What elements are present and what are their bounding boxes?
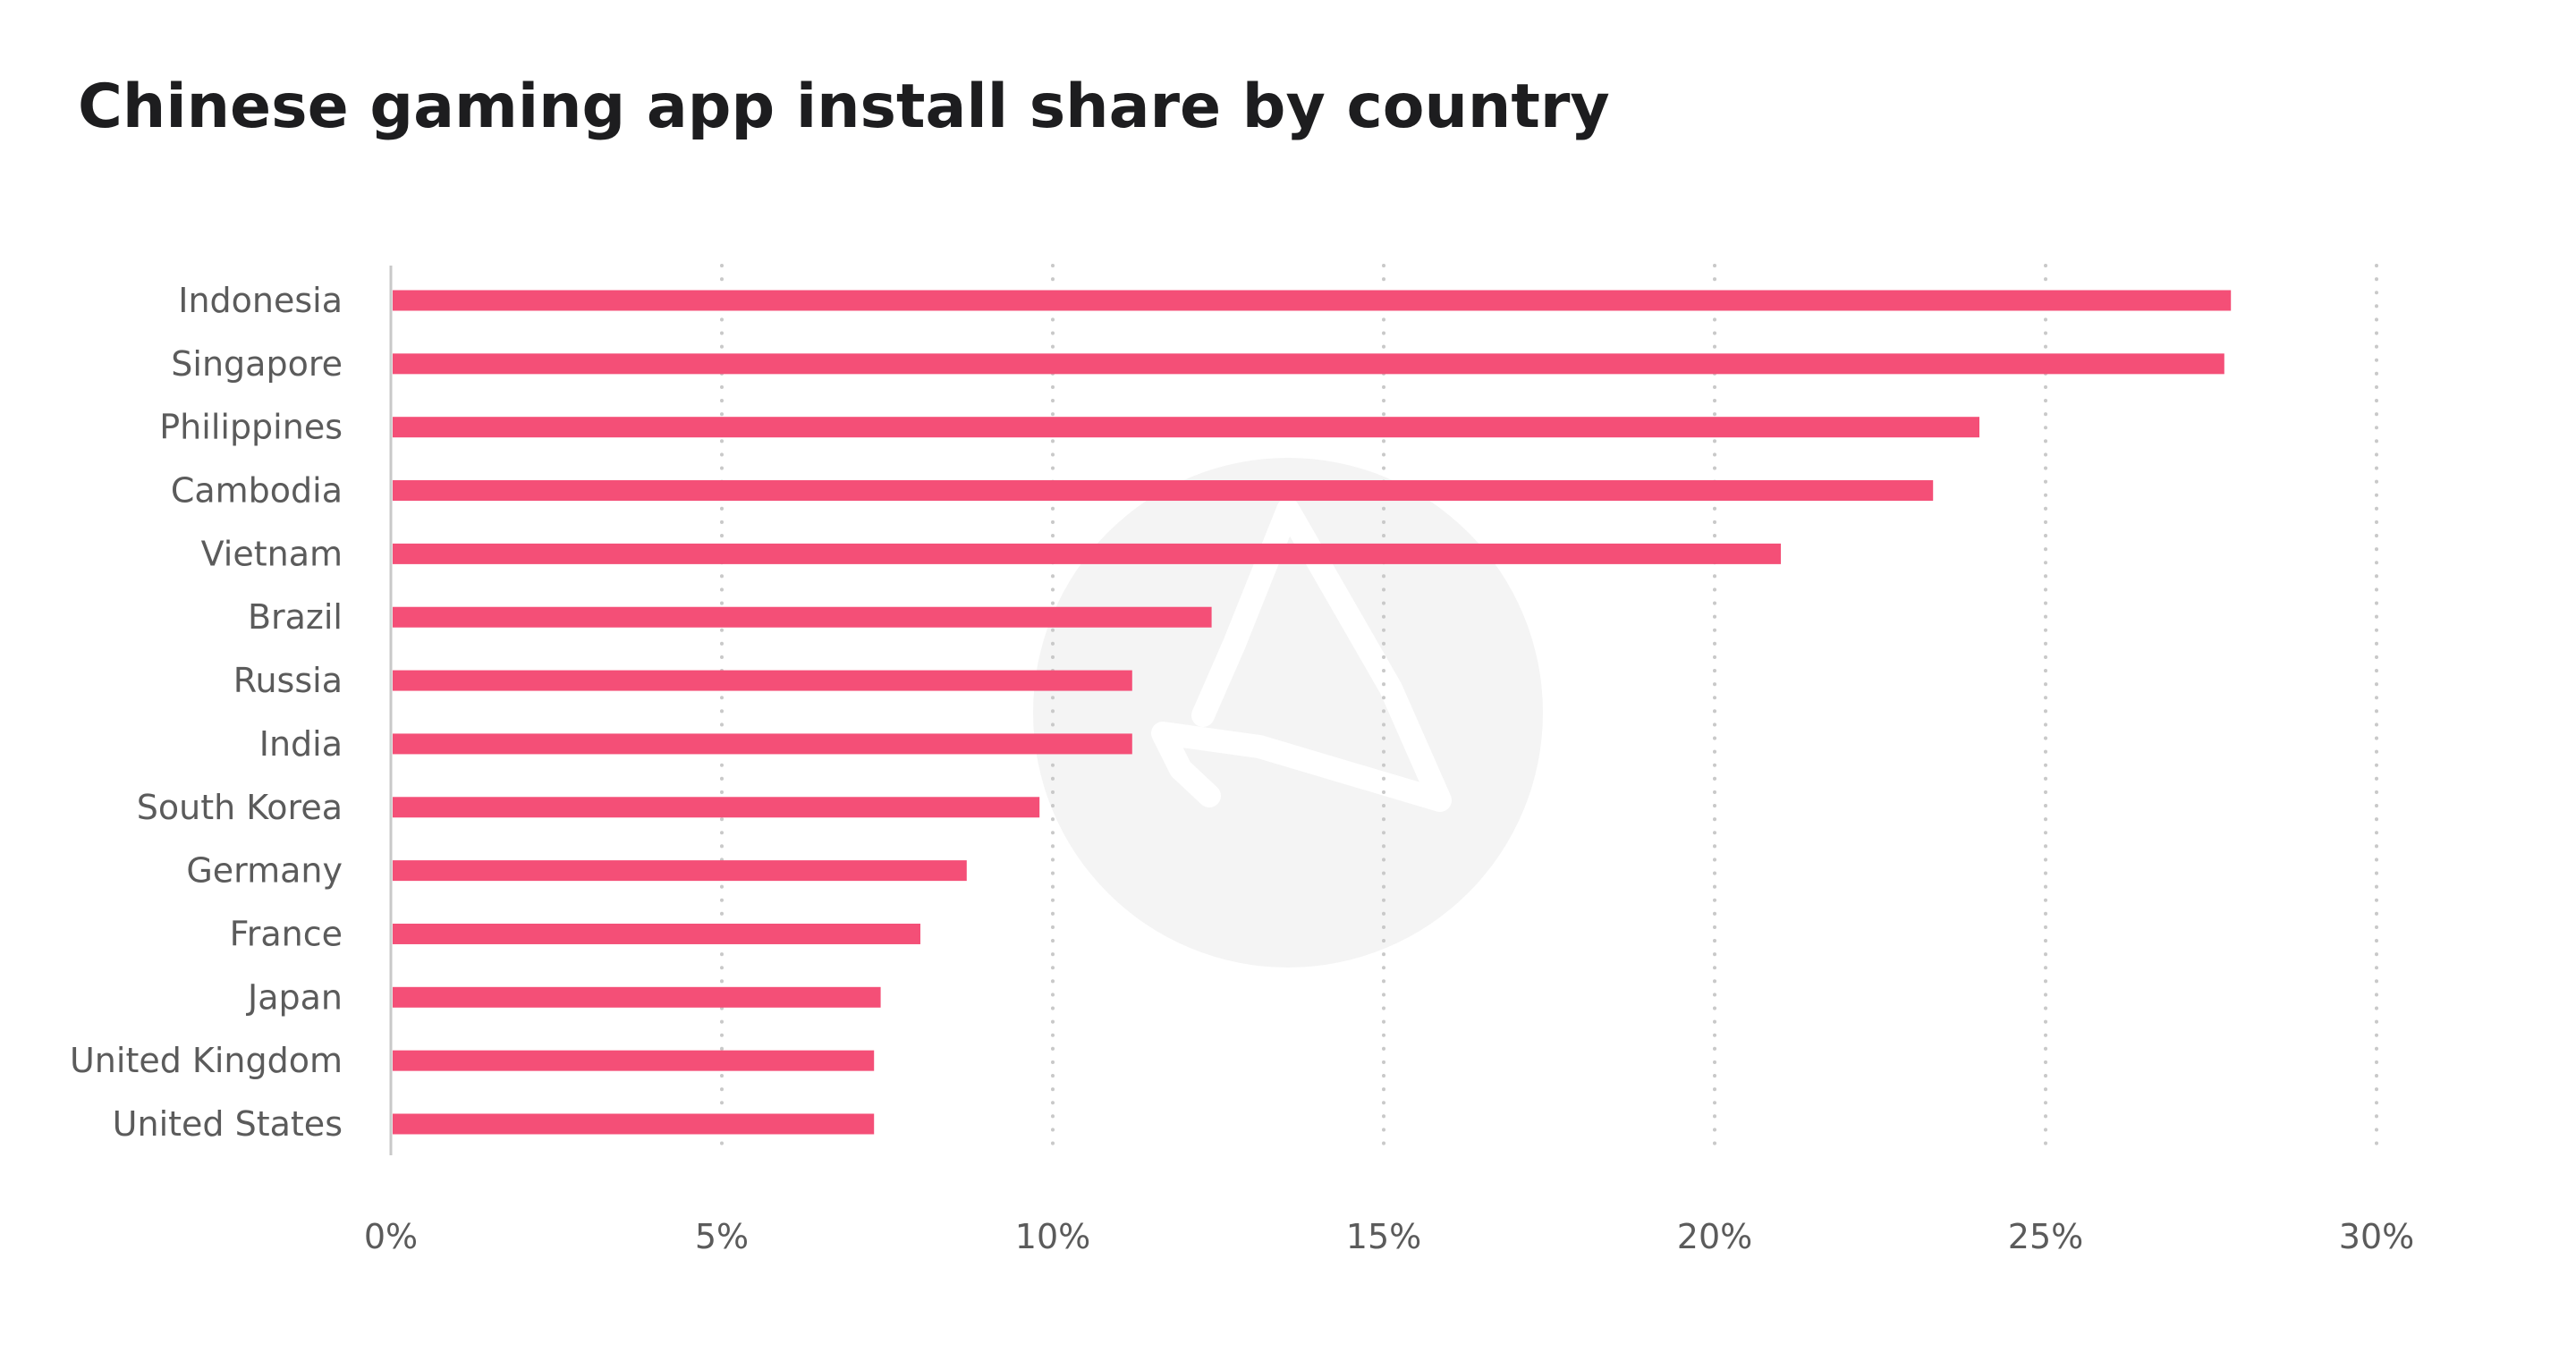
bar-france [393,923,920,944]
bar-germany [393,860,967,882]
x-tick-label: 30% [2339,1217,2414,1256]
category-label: Singapore [171,344,343,384]
bar-singapore [393,353,2224,375]
category-label: Germany [186,851,343,891]
category-label: United Kingdom [70,1041,343,1080]
x-tick-label: 20% [1677,1217,1752,1256]
category-label: Cambodia [171,471,343,511]
bar-vietnam [393,543,1781,564]
x-tick-labels: 0% 5% 10% 15% 20% 25% 30% [364,1217,2414,1256]
category-label: Japan [246,977,343,1017]
bar-russia [393,670,1132,691]
x-tick-label: 25% [2008,1217,2083,1256]
category-labels: Indonesia Singapore Philippines Cambodia Vie… [70,281,343,1144]
x-tick-label: 5% [695,1217,749,1256]
bar-philippines [393,417,1979,438]
category-label: Brazil [248,597,343,637]
x-tick-label: 10% [1015,1217,1090,1256]
category-label: United States [113,1104,343,1144]
appsflyer-logo-icon [1033,458,1543,968]
bar-south-korea [393,797,1040,818]
category-label: France [230,914,343,953]
category-label: India [259,724,343,764]
chart-title: Chinese gaming app install share by coun… [78,72,1610,142]
bar-japan [393,986,881,1008]
category-label: Indonesia [178,281,343,320]
bar-india [393,733,1132,755]
gridlines [720,264,2378,1157]
category-label: Vietnam [201,534,343,573]
bar-cambodia [393,480,1934,502]
bars [393,290,2232,1135]
category-label: Philippines [159,408,343,447]
bar-united-kingdom [393,1050,875,1071]
x-tick-label: 15% [1346,1217,1421,1256]
x-tick-label: 0% [364,1217,418,1256]
category-label: South Korea [137,788,343,827]
bar-indonesia [393,290,2232,311]
bar-united-states [393,1113,875,1135]
bar-brazil [393,606,1212,628]
category-label: Russia [233,661,343,700]
